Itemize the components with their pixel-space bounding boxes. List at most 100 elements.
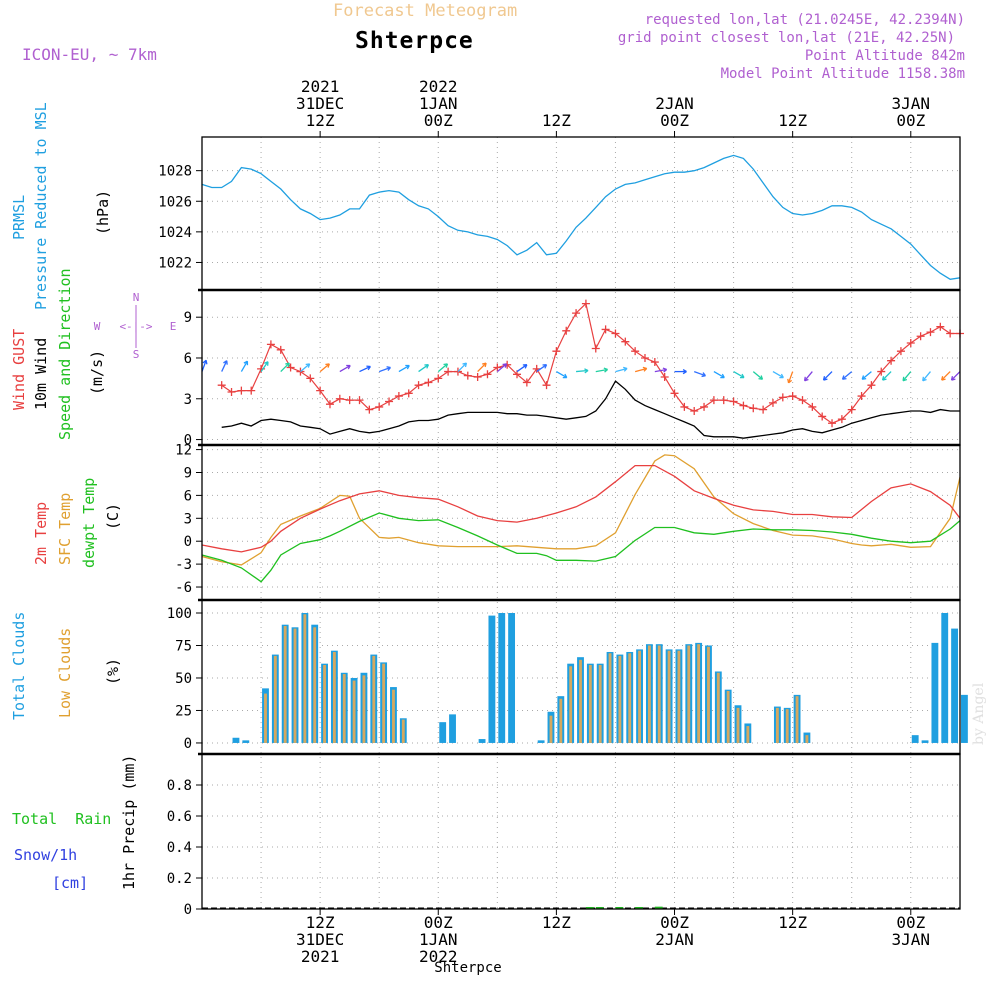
top-x-label: 3JAN xyxy=(892,94,931,113)
gust-marker xyxy=(650,358,659,367)
pressure-line xyxy=(201,154,961,280)
wind-direction-arrowhead xyxy=(542,364,548,369)
gust-marker xyxy=(700,402,709,411)
low-cloud-bar xyxy=(382,663,386,743)
gust-marker xyxy=(227,387,236,396)
gust-marker xyxy=(355,396,364,405)
gust-marker xyxy=(818,412,827,421)
wind-direction-arrowhead xyxy=(922,376,927,382)
wind-direction-arrowhead xyxy=(386,366,391,371)
wind-direction-arrowhead xyxy=(841,375,847,380)
y-tick-label-wind: 6 xyxy=(184,351,192,367)
model-altitude: Model Point Altitude 1158.38m xyxy=(721,66,965,82)
gust-marker xyxy=(660,373,669,382)
top-x-label: 2JAN xyxy=(655,94,694,113)
total-cloud-bar xyxy=(961,694,968,743)
compass-n: N xyxy=(133,291,140,304)
low-cloud-bar xyxy=(746,726,750,743)
low-cloud-bar xyxy=(775,707,779,743)
top-x-label: 2022 xyxy=(419,77,458,96)
gust-marker xyxy=(385,397,394,406)
sfc-temp-line xyxy=(201,454,961,566)
gust-marker xyxy=(828,419,837,428)
wind-direction-arrowhead xyxy=(779,373,784,379)
bottom-x-label: 2JAN xyxy=(655,930,694,949)
top-x-label: 2021 xyxy=(301,77,340,96)
gust-marker xyxy=(729,397,738,406)
gust-marker xyxy=(847,405,856,414)
gust-marker xyxy=(837,415,846,424)
wind-direction-arrow xyxy=(941,371,951,381)
gust-marker xyxy=(453,367,462,376)
gust-marker xyxy=(325,400,334,409)
wind-direction-arrowhead xyxy=(822,376,828,381)
low-cloud-bar xyxy=(332,651,336,743)
wind-gust-line xyxy=(221,302,960,424)
gust-marker xyxy=(857,392,866,401)
y-tick-label-temp: 3 xyxy=(184,511,192,527)
gust-marker xyxy=(778,393,787,402)
wind-direction-arrowhead xyxy=(285,362,290,368)
low-cloud-bar xyxy=(608,653,612,743)
wind-direction-arrowhead xyxy=(424,364,429,369)
data-marks xyxy=(201,154,968,909)
panel-frame-pressure xyxy=(201,136,961,291)
low-cloud-bar xyxy=(342,674,346,743)
gust-marker xyxy=(601,325,610,334)
low-cloud-bar xyxy=(264,693,267,743)
wind-direction-arrow xyxy=(951,371,961,381)
gust-marker xyxy=(493,363,502,372)
gust-marker xyxy=(867,381,876,390)
bottom-x-label: 3JAN xyxy=(892,930,931,949)
pressure-unit: (hPa) xyxy=(94,190,112,235)
gust-marker xyxy=(306,374,315,383)
gust-marker xyxy=(936,322,945,331)
wind-direction-arrowhead xyxy=(720,373,725,379)
gust-marker xyxy=(335,394,344,403)
low-cloud-bar xyxy=(657,645,661,743)
top-x-label: 1JAN xyxy=(419,94,458,113)
y-tick-label-temp: 0 xyxy=(184,534,192,550)
wind-direction-arrow xyxy=(359,365,371,373)
gust-marker xyxy=(946,329,955,338)
wind-direction-arrowhead xyxy=(405,364,410,370)
wind-direction-arrow xyxy=(437,363,448,373)
wind-direction-arrow xyxy=(418,364,429,373)
wind-direction-arrow xyxy=(496,363,507,373)
total-cloud-bar xyxy=(449,714,456,743)
total-cloud-bar xyxy=(242,740,250,743)
rain-bar xyxy=(585,907,594,909)
wind-direction-arrowhead xyxy=(881,376,887,381)
low-cloud-bar xyxy=(628,653,632,743)
low-cloud-bar xyxy=(785,709,789,743)
panel-frame-wind xyxy=(201,289,961,446)
gust-marker xyxy=(906,339,915,348)
gust-marker xyxy=(463,371,472,380)
gust-marker xyxy=(552,347,561,356)
gust-marker xyxy=(719,396,728,405)
top-x-label: 31DEC xyxy=(296,94,344,113)
bottom-x-label: 1JAN xyxy=(419,930,458,949)
low-cloud-label: Low Clouds xyxy=(56,628,74,718)
low-cloud-bar xyxy=(677,650,681,743)
wind-direction-arrowhead xyxy=(443,363,449,368)
gust-marker xyxy=(247,386,256,395)
total-cloud-label: Total Clouds xyxy=(10,612,28,720)
gust-marker xyxy=(483,370,492,379)
gust-marker xyxy=(916,332,925,341)
top-x-label: 00Z xyxy=(896,111,925,130)
gust-marker xyxy=(709,396,718,405)
total-cloud-bar xyxy=(911,735,919,743)
axis-ticks: 10221024102610280369-6-30369120255075100… xyxy=(158,77,930,966)
total-cloud-bar xyxy=(508,612,516,743)
gust-marker xyxy=(316,386,325,395)
model-label: ICON-EU, ~ 7km xyxy=(22,45,157,64)
wind-direction-arrow xyxy=(654,368,667,373)
low-cloud-bar xyxy=(805,735,809,743)
total-cloud-bar xyxy=(439,722,447,743)
gust-marker xyxy=(404,389,413,398)
wind-direction-arrow xyxy=(477,362,487,373)
wind-direction-arrow xyxy=(339,365,351,373)
cloud-unit: (%) xyxy=(104,658,122,685)
